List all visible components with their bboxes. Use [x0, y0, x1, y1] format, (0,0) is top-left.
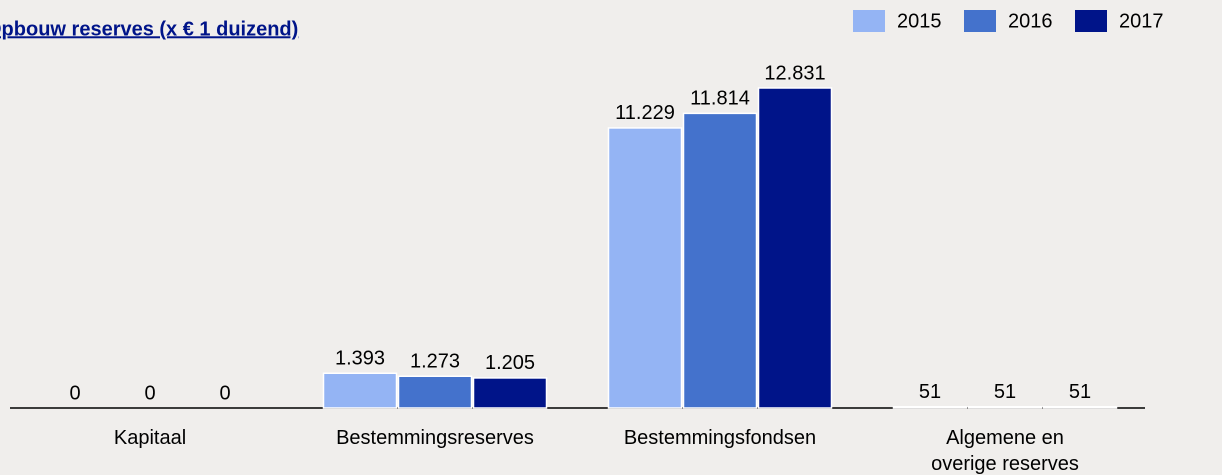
data-label: 51 — [1069, 381, 1091, 403]
legend-label: 2015 — [897, 10, 942, 32]
data-label: 1.273 — [410, 351, 460, 373]
chart-title: Opbouw reserves (x € 1 duizend) — [0, 18, 298, 40]
data-label: 11.814 — [690, 88, 750, 110]
bar — [322, 372, 398, 409]
bar — [682, 112, 758, 409]
data-label: 51 — [994, 381, 1016, 403]
data-label: 12.831 — [764, 62, 825, 84]
bar — [397, 375, 473, 409]
bar — [1042, 405, 1118, 409]
legend-label: 2017 — [1119, 10, 1164, 32]
legend-swatch — [1075, 10, 1107, 32]
data-label: 1.393 — [335, 348, 385, 370]
bar — [607, 127, 683, 409]
legend-swatch — [964, 10, 996, 32]
x-tick-label: Kapitaal — [113, 427, 187, 449]
data-label: 0 — [219, 382, 230, 404]
bar — [967, 405, 1043, 409]
bar — [757, 87, 833, 409]
legend-label: 2016 — [1008, 10, 1053, 32]
x-tick-label: Bestemmingsfondsen — [623, 427, 817, 449]
x-tick-label: Algemene en overige reserves — [931, 427, 1079, 475]
x-tick-label: Bestemmingsreserves — [336, 427, 534, 449]
bar — [892, 405, 968, 409]
data-label: 0 — [144, 382, 155, 404]
legend-swatch — [853, 10, 885, 32]
data-label: 1.205 — [485, 352, 535, 374]
bar — [472, 377, 548, 409]
data-label: 51 — [919, 381, 941, 403]
data-label: 0 — [69, 382, 80, 404]
data-label: 11.229 — [615, 102, 675, 124]
